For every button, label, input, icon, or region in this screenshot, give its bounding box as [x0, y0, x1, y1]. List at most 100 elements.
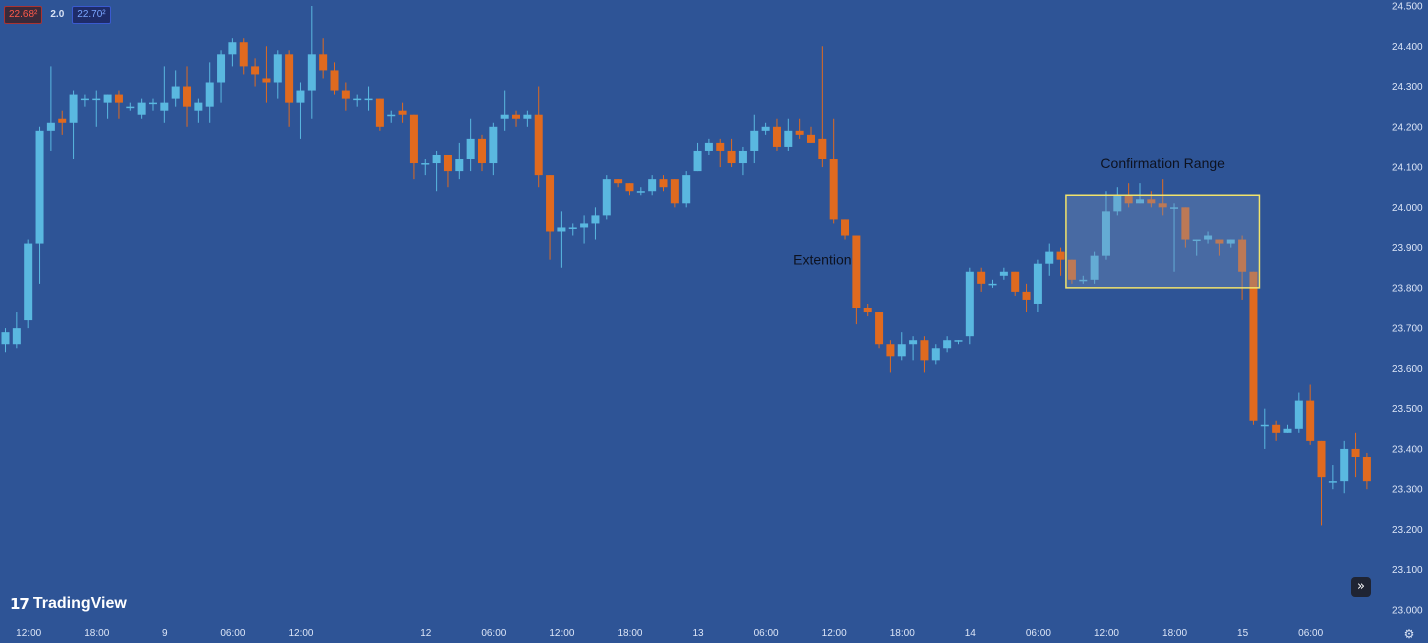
- candle: [1181, 207, 1190, 248]
- candle-body: [183, 86, 192, 107]
- candle: [954, 340, 963, 345]
- candle: [761, 122, 770, 135]
- bid-price-badge[interactable]: 22.70²: [72, 6, 111, 24]
- candle: [1306, 384, 1315, 445]
- scroll-to-realtime-button[interactable]: »: [1351, 577, 1371, 597]
- candle-body: [738, 150, 747, 164]
- y-tick-label: 23.700: [1392, 324, 1423, 335]
- candle: [897, 332, 906, 361]
- candle: [1079, 275, 1088, 284]
- x-tick-label: 9: [162, 628, 168, 639]
- spread-value: 2.0: [50, 9, 65, 20]
- candle: [1272, 420, 1281, 441]
- candle: [319, 38, 328, 79]
- candle: [829, 118, 838, 224]
- candle: [886, 340, 895, 373]
- x-tick-label: 12:00: [822, 628, 847, 639]
- candle-body: [148, 102, 157, 105]
- candle: [1351, 432, 1360, 478]
- candle: [1170, 203, 1179, 272]
- x-tick-label: 06:00: [1026, 628, 1051, 639]
- chart-settings-button[interactable]: ⚙: [1401, 626, 1417, 642]
- confirmation-range-box[interactable]: [1065, 194, 1261, 289]
- candle: [1136, 183, 1144, 204]
- candle: [341, 82, 350, 111]
- annotation-label[interactable]: Confirmation Range: [1100, 155, 1225, 171]
- candle-body: [251, 66, 260, 75]
- candle-body: [886, 344, 895, 357]
- candle-body: [489, 126, 498, 164]
- candle: [568, 223, 577, 236]
- price-badges: 22.68² 2.0 22.70²: [4, 6, 111, 24]
- candle-body: [273, 54, 282, 83]
- candle: [704, 138, 713, 155]
- candle: [80, 94, 89, 107]
- ask-price-badge[interactable]: 22.68²: [4, 6, 43, 24]
- candle-body: [1226, 239, 1235, 244]
- candle-body: [126, 106, 135, 109]
- price-axis[interactable]: 24.500 24.400 24.300 24.200 24.100 24.000 23.9…: [1392, 2, 1423, 617]
- candle: [591, 207, 600, 240]
- candle: [387, 110, 396, 123]
- candle-body: [1124, 195, 1133, 204]
- candle-body: [171, 86, 180, 99]
- candle: [194, 98, 203, 123]
- candle: [772, 118, 781, 151]
- candle: [738, 146, 747, 176]
- candle: [171, 70, 180, 107]
- candle-body: [92, 98, 101, 101]
- candle: [1045, 243, 1054, 276]
- candle-body: [557, 227, 566, 232]
- candle: [262, 46, 271, 103]
- candle: [557, 211, 566, 268]
- candle-body: [330, 70, 339, 91]
- candle: [273, 50, 282, 99]
- candle-body: [285, 54, 294, 103]
- candle-body: [648, 179, 657, 192]
- y-tick-label: 24.500: [1392, 2, 1423, 13]
- x-tick-label: 12:00: [16, 628, 41, 639]
- candle-body: [534, 114, 543, 176]
- candle: [24, 239, 33, 329]
- candle-body: [364, 98, 373, 101]
- candle-body: [761, 126, 770, 131]
- candle: [1090, 251, 1099, 284]
- annotation-label[interactable]: Extention: [793, 252, 851, 268]
- candle-body: [1045, 251, 1054, 264]
- candle: [160, 66, 169, 123]
- candle-body: [262, 78, 271, 83]
- candle-body: [12, 328, 21, 345]
- candle: [296, 82, 305, 139]
- candle-body: [69, 94, 78, 123]
- candle-body: [1136, 199, 1144, 204]
- candle-body: [523, 114, 532, 119]
- candle-body: [217, 54, 226, 83]
- candle-body: [1033, 263, 1042, 304]
- tradingview-logo-mark: 17: [10, 595, 30, 613]
- candle-body: [829, 159, 838, 220]
- candle: [398, 102, 407, 123]
- candle: [648, 175, 657, 196]
- candle: [1113, 187, 1122, 216]
- candle-body: [398, 110, 407, 115]
- candle: [1056, 247, 1065, 276]
- candle: [1011, 271, 1020, 296]
- candle-body: [818, 138, 827, 160]
- time-axis[interactable]: 12:00 18:00 9 06:00 12:00 12 06:00 12:00 18:00 13…: [16, 628, 1323, 639]
- candle-body: [455, 159, 464, 172]
- candle: [1340, 440, 1349, 494]
- candle-body: [341, 90, 350, 99]
- candle: [1192, 239, 1201, 256]
- candle-body: [137, 102, 146, 115]
- candle: [852, 235, 861, 325]
- candle-body: [1192, 239, 1201, 242]
- x-tick-label: 12:00: [288, 628, 313, 639]
- candle-body: [988, 283, 997, 286]
- candle-body: [931, 348, 940, 361]
- candle-body: [670, 179, 679, 204]
- candle: [1022, 283, 1031, 313]
- tradingview-logo-text: TradingView: [32, 595, 127, 612]
- gear-icon: ⚙: [1403, 627, 1415, 641]
- candle: [307, 6, 316, 119]
